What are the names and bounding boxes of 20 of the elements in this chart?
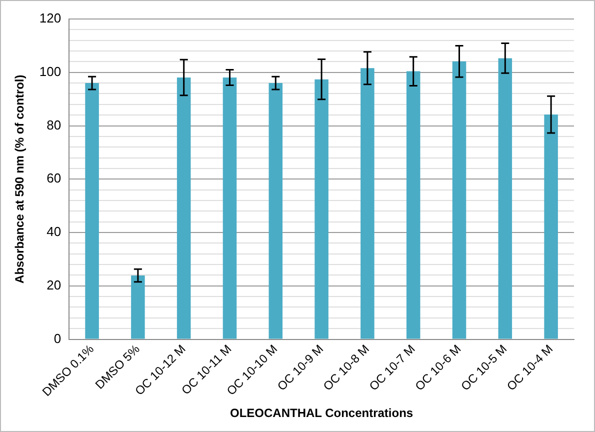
bar — [268, 83, 283, 339]
y-axis-title: Absorbance at 590 nm (% of control) — [12, 74, 27, 284]
x-axis-title: OLEOCANTHAL Concentrations — [230, 406, 414, 420]
y-tick-label: 100 — [39, 64, 62, 79]
y-tick-label: 80 — [46, 117, 62, 132]
bar — [85, 83, 99, 339]
bar — [452, 61, 466, 339]
bar — [222, 77, 237, 339]
bar — [406, 71, 420, 339]
y-tick-label: 40 — [46, 224, 62, 240]
bar — [498, 58, 512, 339]
bar — [360, 68, 374, 339]
bar — [176, 77, 191, 339]
bar — [314, 79, 328, 339]
y-tick-label: 60 — [46, 170, 62, 186]
bar — [131, 275, 145, 339]
bar — [544, 114, 558, 339]
y-tick-label: 120 — [39, 10, 62, 26]
y-tick-label: 20 — [46, 277, 62, 292]
y-tick-label: 0 — [54, 330, 62, 346]
